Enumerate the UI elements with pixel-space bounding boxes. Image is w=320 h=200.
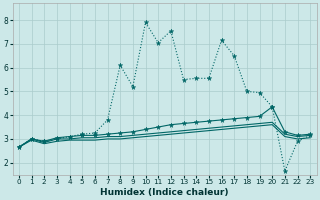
X-axis label: Humidex (Indice chaleur): Humidex (Indice chaleur) bbox=[100, 188, 229, 197]
